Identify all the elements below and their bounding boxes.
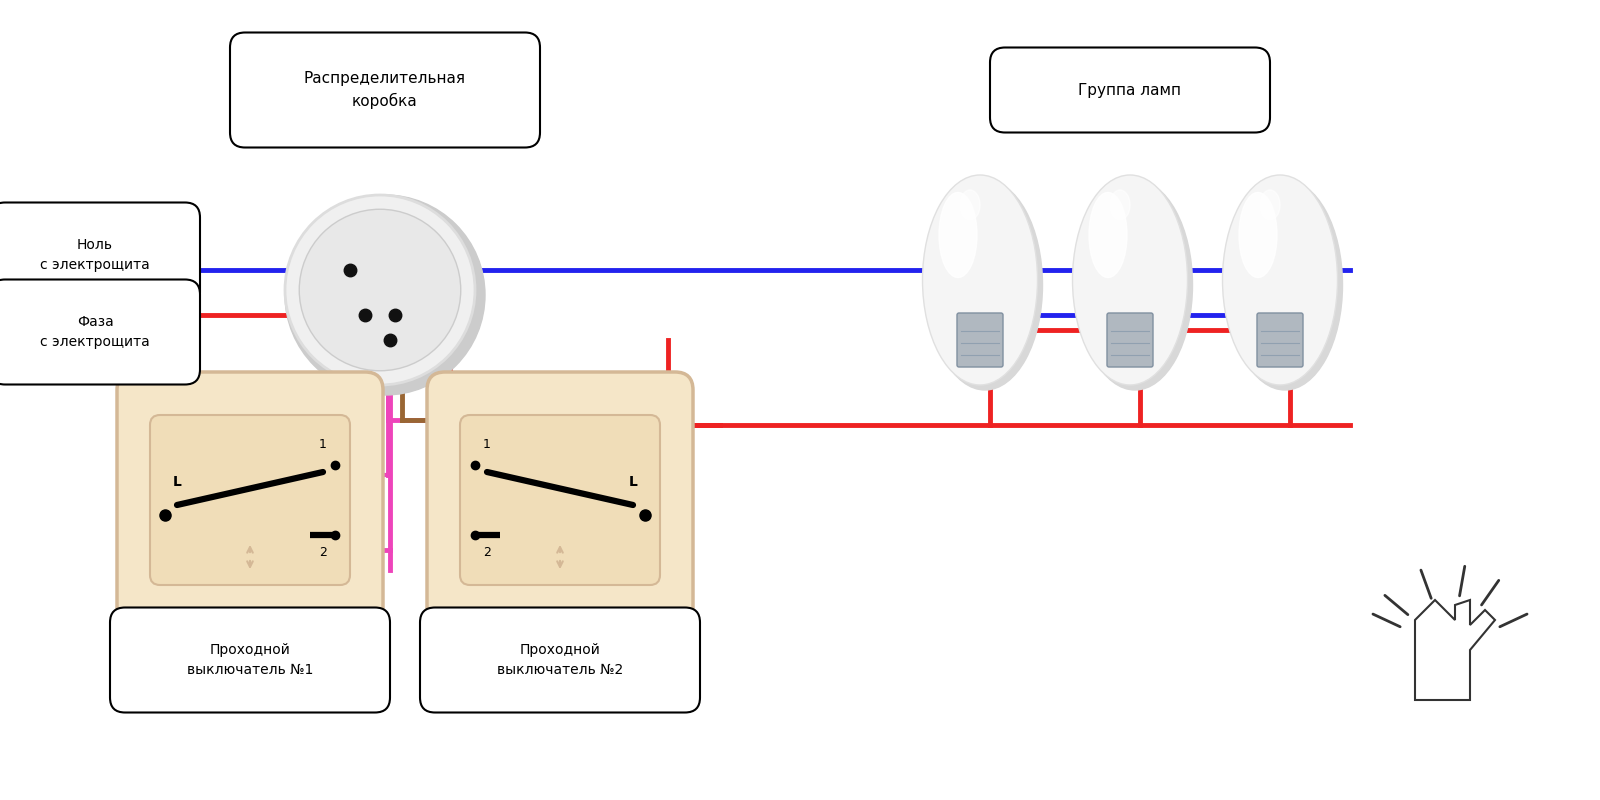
Ellipse shape — [928, 180, 1043, 390]
Polygon shape — [1414, 600, 1494, 700]
Ellipse shape — [960, 190, 979, 220]
FancyBboxPatch shape — [117, 372, 382, 628]
FancyBboxPatch shape — [1107, 313, 1154, 367]
Ellipse shape — [923, 175, 1037, 385]
Circle shape — [285, 195, 475, 385]
Text: Проходной
выключатель №2: Проходной выключатель №2 — [498, 643, 622, 677]
Ellipse shape — [1090, 193, 1126, 278]
FancyBboxPatch shape — [990, 47, 1270, 133]
Circle shape — [285, 195, 485, 395]
Text: 1: 1 — [483, 438, 491, 451]
FancyBboxPatch shape — [230, 33, 541, 147]
Ellipse shape — [939, 193, 978, 278]
FancyBboxPatch shape — [0, 279, 200, 385]
Ellipse shape — [1077, 180, 1192, 390]
Text: Ноль
с электрощита: Ноль с электрощита — [40, 238, 150, 272]
Text: Распределительная
коробка: Распределительная коробка — [304, 71, 466, 109]
Text: L: L — [173, 475, 181, 489]
Text: 2: 2 — [318, 546, 326, 558]
FancyBboxPatch shape — [427, 372, 693, 628]
FancyBboxPatch shape — [1258, 313, 1302, 367]
Text: Проходной
выключатель №1: Проходной выключатель №1 — [187, 643, 314, 677]
Ellipse shape — [1222, 175, 1338, 385]
FancyBboxPatch shape — [461, 415, 661, 585]
FancyBboxPatch shape — [0, 202, 200, 307]
Text: 1: 1 — [318, 438, 326, 451]
Circle shape — [299, 210, 461, 370]
Text: L: L — [629, 475, 637, 489]
Ellipse shape — [1227, 180, 1342, 390]
Text: 2: 2 — [483, 546, 491, 558]
FancyBboxPatch shape — [957, 313, 1003, 367]
Text: Фаза
с электрощита: Фаза с электрощита — [40, 315, 150, 349]
FancyBboxPatch shape — [419, 607, 699, 713]
Ellipse shape — [1238, 193, 1277, 278]
Ellipse shape — [1261, 190, 1280, 220]
Text: Группа ламп: Группа ламп — [1078, 82, 1181, 98]
Ellipse shape — [1072, 175, 1187, 385]
FancyBboxPatch shape — [110, 607, 390, 713]
Ellipse shape — [1110, 190, 1130, 220]
FancyBboxPatch shape — [150, 415, 350, 585]
